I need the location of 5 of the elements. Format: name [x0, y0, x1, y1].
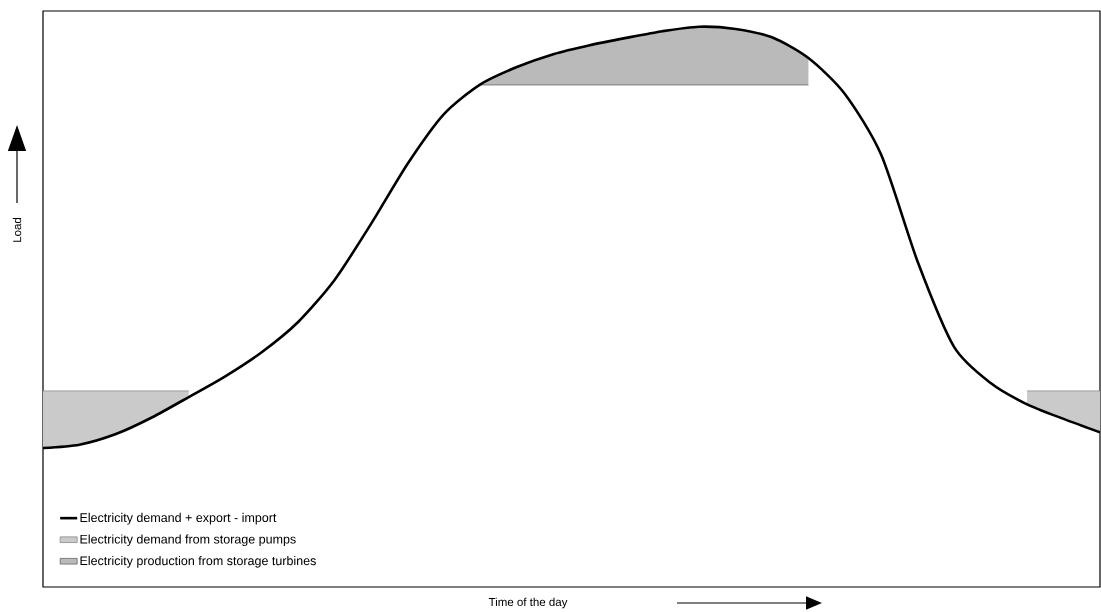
- x-axis-title: Time of the day: [488, 597, 568, 609]
- legend-label: Electricity demand + export - import: [80, 512, 277, 525]
- legend-label: Electricity demand from storage pumps: [80, 534, 296, 547]
- legend-label: Electricity production from storage turbines: [80, 555, 316, 568]
- y-axis-title: Load: [12, 217, 22, 242]
